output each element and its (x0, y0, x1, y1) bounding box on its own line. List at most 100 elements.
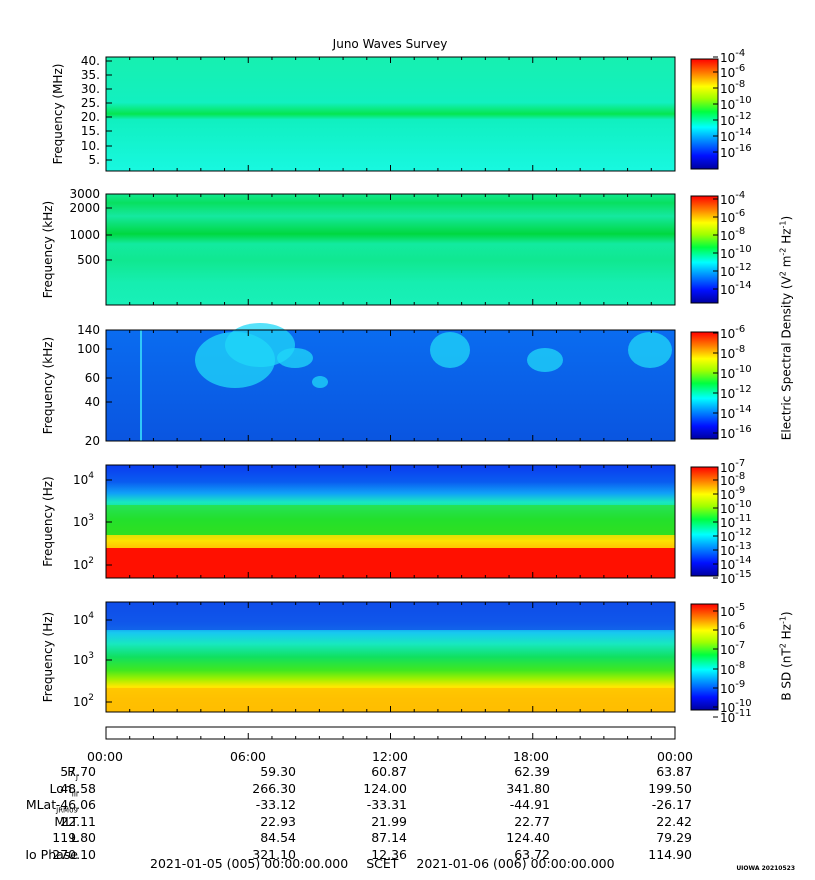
chart-title: Juno Waves Survey (332, 37, 448, 51)
ephemeris-label: Io Phase (25, 847, 78, 864)
y-tick-label: 15. (81, 124, 100, 138)
ephemeris-value: -33.12 (255, 797, 296, 812)
ephemeris-label-text: MLT (54, 813, 78, 829)
ephemeris-label-text: MLat (25, 797, 57, 812)
colorbar (690, 603, 719, 711)
colorbar (690, 331, 719, 440)
y-tick-label: 2000 (69, 201, 100, 215)
electric-label-hz: Hz (779, 228, 794, 248)
y-axis-label: Frequency (kHz) (41, 337, 55, 434)
electric-label-mid: m (779, 255, 794, 272)
time-frame: SCET (366, 856, 399, 871)
ephemeris-value: 22.42 (656, 813, 692, 829)
magnetic-label-suffix: ) (779, 611, 794, 617)
colorbar (690, 195, 719, 304)
time-range-footer: 2021-01-05 (005) 00:00:00.000 SCET 2021-01… (150, 856, 633, 871)
ephemeris-label-subscript: JRM09 (56, 806, 78, 815)
ephemeris-label-text: R (67, 764, 76, 779)
y-axis-label: Frequency (MHz) (51, 64, 65, 165)
electric-label-suffix: ) (779, 215, 794, 221)
ephemeris-table: 00:00 06:00 12:00 18:00 00:00 RJ 57.70 59.… (0, 746, 815, 862)
ephemeris-value: -46.06 (55, 797, 96, 812)
y-tick-label: 40. (81, 54, 100, 68)
ephemeris-value: 124.00 (363, 780, 407, 796)
electric-label-exp-v: 2 (778, 271, 788, 277)
ephemeris-value: 22.77 (514, 813, 550, 829)
time-tick: 00:00 (86, 749, 124, 764)
ephemeris-value: 57.70 (60, 764, 96, 779)
ephemeris-value: 199.50 (648, 780, 692, 796)
ephemeris-value: 21.99 (371, 813, 407, 829)
ephemeris-value: 48.58 (60, 780, 96, 796)
ephemeris-value: -44.91 (509, 797, 550, 812)
ephemeris-value: 87.14 (371, 830, 407, 845)
spectrogram-image (106, 194, 675, 305)
ephemeris-value: 84.54 (260, 830, 296, 845)
spectrogram-image (106, 57, 675, 171)
ephemeris-value: 266.30 (252, 780, 296, 796)
ephemeris-value: 114.90 (648, 846, 692, 862)
ephemeris-label-text: L (71, 830, 78, 845)
y-tick-label: 1000 (69, 228, 100, 242)
electric-label-prefix: Electric Spectral Density (V (779, 276, 794, 441)
ephemeris-label-text: Io Phase (25, 846, 78, 862)
ephemeris-value: 79.29 (656, 830, 692, 845)
ephemeris-value: 12.36 (371, 846, 407, 862)
emission-feature (430, 332, 470, 368)
ephemeris-label: L (71, 830, 78, 847)
ephemeris-label: LonIII (49, 781, 78, 803)
y-tick-label: 35. (81, 68, 100, 82)
emission-band (106, 505, 675, 535)
emission-feature (628, 332, 672, 368)
ephemeris-value: 22.11 (60, 813, 96, 829)
y-axis-label: Frequency (Hz) (41, 612, 55, 703)
ephemeris-value: 321.10 (252, 846, 296, 862)
y-tick-label: 140 (77, 323, 100, 337)
y-tick-label: 10. (81, 139, 100, 153)
ephemeris-value: 59.30 (260, 764, 296, 779)
ephemeris-value: 62.39 (514, 764, 550, 779)
ephemeris-label: MLT (54, 814, 78, 831)
emission-band (106, 535, 675, 550)
ephemeris-value: 63.72 (514, 846, 550, 862)
y-tick-label: 5. (89, 153, 100, 167)
time-tick: 00:00 (656, 749, 694, 764)
time-tick: 06:00 (229, 749, 267, 764)
emission-feature (527, 348, 563, 372)
ephemeris-value: -33.31 (366, 797, 407, 812)
electric-label-exp-hz: -1 (778, 220, 788, 229)
y-tick-label: 20 (85, 434, 100, 448)
y-tick-label: 30. (81, 82, 100, 96)
start-time: 2021-01-05 (005) 00:00:00.000 (150, 856, 349, 871)
magnetic-label-exp-hz: -1 (778, 616, 788, 625)
ephemeris-label-text: Lon (49, 780, 72, 796)
ephemeris-label-subscript: J (75, 773, 78, 782)
ephemeris-value: 124.40 (506, 830, 550, 845)
colorbar (690, 58, 719, 170)
ephemeris-label-subscript: III (71, 790, 78, 798)
y-tick-label: 25. (81, 96, 100, 110)
y-tick-label: 3000 (69, 187, 100, 201)
time-tick: 18:00 (512, 749, 550, 764)
electric-label-exp-m: -2 (778, 247, 788, 256)
ephemeris-value: 341.80 (506, 780, 550, 796)
ephemeris-label: MLatJRM09 (26, 797, 78, 819)
ephemeris-value: 63.87 (656, 764, 692, 779)
ephemeris-label: RJ (67, 764, 78, 786)
magnetic-label-prefix: B SD (nT (779, 648, 794, 701)
y-tick-label: 40 (85, 395, 100, 409)
y-axis-label: Frequency (Hz) (41, 476, 55, 567)
emission-feature (277, 348, 313, 368)
y-tick-label: 60 (85, 371, 100, 385)
ephemeris-value: 22.93 (260, 813, 296, 829)
y-tick-label: 100 (77, 342, 100, 356)
ephemeris-value: 270.10 (52, 846, 96, 862)
y-tick-label: 20. (81, 110, 100, 124)
ephemeris-value: -26.17 (651, 797, 692, 812)
ephemeris-value: 60.87 (371, 764, 407, 779)
end-time: 2021-01-06 (006) 00:00:00.000 (416, 856, 615, 871)
